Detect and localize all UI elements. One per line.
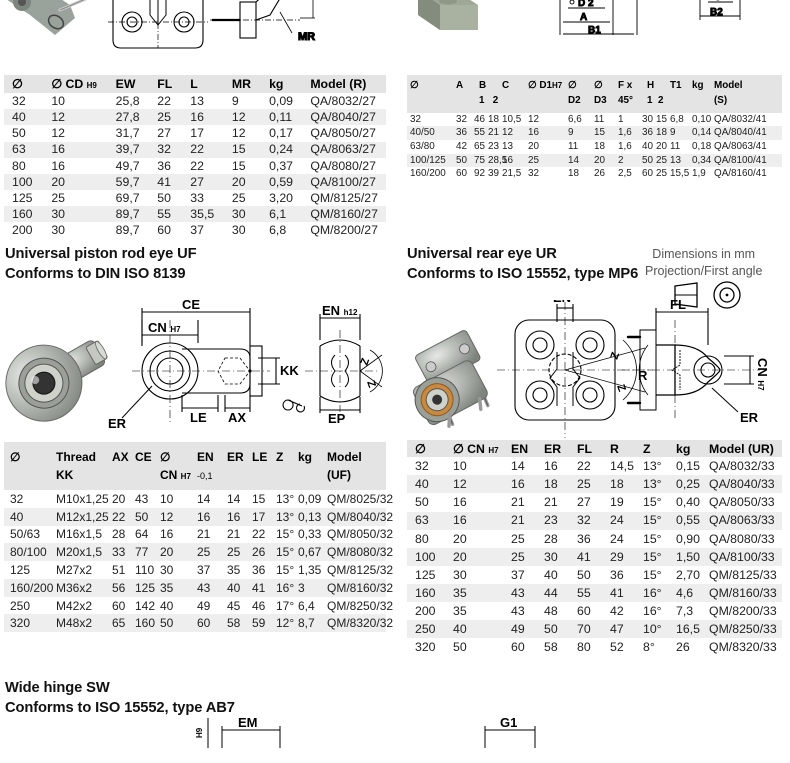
- svg-text:B2: B2: [710, 7, 723, 18]
- svg-text:AX: AX: [228, 410, 246, 425]
- svg-text:Z: Z: [359, 356, 373, 367]
- svg-text:B1: B1: [588, 25, 601, 36]
- svg-text:KK: KK: [280, 363, 299, 378]
- svg-text:CE: CE: [182, 300, 200, 312]
- svg-text:EN h12: EN h12: [322, 303, 358, 318]
- svg-text:ER: ER: [108, 416, 127, 431]
- svg-text:EM: EM: [238, 718, 258, 730]
- svg-text:D 2: D 2: [578, 0, 594, 9]
- svg-text:CN H7: CN H7: [755, 358, 770, 391]
- svg-text:EP: EP: [328, 411, 346, 426]
- svg-text:C: C: [714, 0, 721, 3]
- svg-text:LE: LE: [190, 410, 207, 425]
- svg-text:A: A: [580, 12, 587, 23]
- svg-text:EN: EN: [553, 300, 571, 305]
- svg-text:G1: G1: [500, 718, 517, 730]
- svg-text:H9: H9: [195, 727, 204, 738]
- svg-text:R: R: [638, 368, 648, 383]
- svg-text:ER: ER: [740, 410, 759, 425]
- svg-text:CN H7: CN H7: [148, 320, 181, 335]
- svg-text:MR: MR: [298, 31, 315, 43]
- svg-text:FL: FL: [670, 300, 686, 312]
